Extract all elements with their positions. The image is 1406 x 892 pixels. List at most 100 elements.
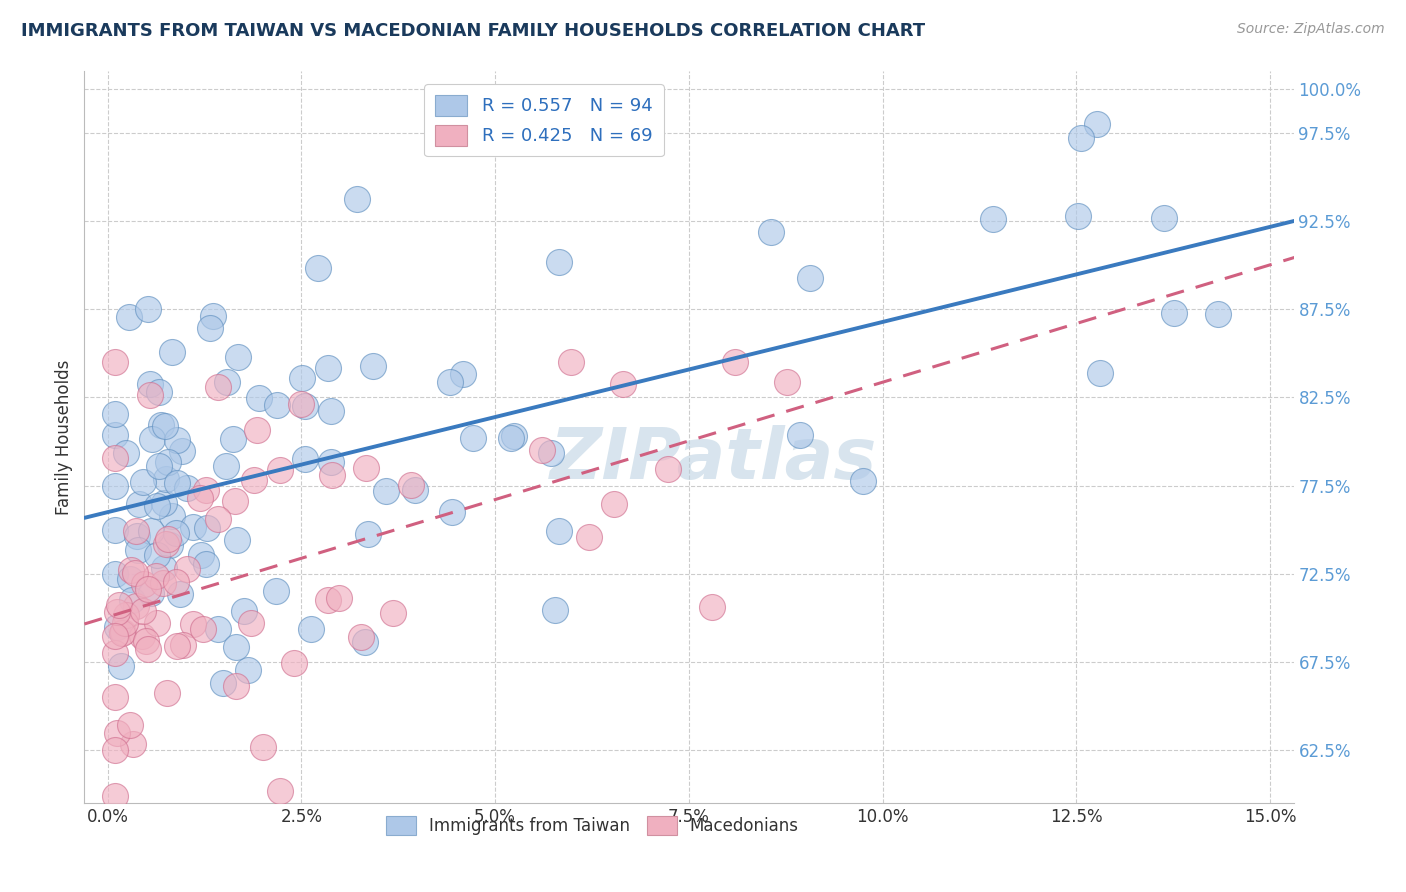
Point <box>145 569 167 583</box>
Point <box>176 562 198 576</box>
Point <box>132 576 155 591</box>
Y-axis label: Family Households: Family Households <box>55 359 73 515</box>
Point <box>1067 209 1090 223</box>
Point <box>350 630 373 644</box>
Point <box>115 607 138 622</box>
Point <box>316 593 339 607</box>
Point <box>127 543 149 558</box>
Point <box>789 427 811 442</box>
Point <box>170 443 193 458</box>
Point <box>108 598 131 612</box>
Point <box>657 462 679 476</box>
Point <box>141 432 163 446</box>
Text: ZIPatlas: ZIPatlas <box>550 425 877 493</box>
Point <box>319 403 342 417</box>
Point <box>578 530 600 544</box>
Point <box>121 592 143 607</box>
Point <box>166 433 188 447</box>
Point <box>131 475 153 489</box>
Point <box>252 739 274 754</box>
Point <box>503 429 526 443</box>
Point <box>125 529 148 543</box>
Point <box>799 270 821 285</box>
Point <box>1208 307 1230 321</box>
Point <box>190 548 212 562</box>
Point <box>207 380 229 394</box>
Point <box>461 431 484 445</box>
Point <box>104 629 127 643</box>
Point <box>139 388 162 402</box>
Point <box>139 524 162 539</box>
Point <box>852 474 875 488</box>
Point <box>104 690 127 704</box>
Point <box>269 784 291 798</box>
Point <box>110 659 132 673</box>
Point <box>136 642 159 657</box>
Point <box>1153 211 1175 225</box>
Point <box>121 738 143 752</box>
Point <box>176 481 198 495</box>
Point <box>152 560 174 574</box>
Point <box>246 423 269 437</box>
Point <box>776 375 799 389</box>
Point <box>159 538 181 552</box>
Legend: Immigrants from Taiwan, Macedonians: Immigrants from Taiwan, Macedonians <box>378 809 806 842</box>
Point <box>264 583 287 598</box>
Point <box>540 446 562 460</box>
Point <box>194 557 217 571</box>
Point <box>156 532 179 546</box>
Point <box>146 615 169 630</box>
Point <box>294 399 316 413</box>
Point <box>148 384 170 399</box>
Text: IMMIGRANTS FROM TAIWAN VS MACEDONIAN FAMILY HOUSEHOLDS CORRELATION CHART: IMMIGRANTS FROM TAIWAN VS MACEDONIAN FAM… <box>21 22 925 40</box>
Point <box>357 527 380 541</box>
Point <box>104 427 127 442</box>
Point <box>114 615 136 630</box>
Point <box>136 301 159 316</box>
Point <box>404 483 426 497</box>
Point <box>162 508 184 523</box>
Point <box>215 459 238 474</box>
Point <box>294 451 316 466</box>
Point <box>232 604 254 618</box>
Point <box>217 375 239 389</box>
Point <box>200 321 222 335</box>
Point <box>111 626 134 640</box>
Point <box>105 726 128 740</box>
Point <box>153 419 176 434</box>
Point <box>240 615 263 630</box>
Point <box>290 370 312 384</box>
Point <box>105 605 128 619</box>
Point <box>224 494 246 508</box>
Point <box>441 505 464 519</box>
Point <box>243 473 266 487</box>
Point <box>165 575 187 590</box>
Point <box>501 431 523 445</box>
Point <box>104 479 127 493</box>
Point <box>439 375 461 389</box>
Point <box>111 624 134 639</box>
Point <box>612 376 634 391</box>
Point <box>981 212 1004 227</box>
Point <box>211 675 233 690</box>
Point <box>146 500 169 514</box>
Point <box>105 620 128 634</box>
Point <box>207 512 229 526</box>
Point <box>290 397 312 411</box>
Point <box>328 591 350 605</box>
Point <box>560 355 582 369</box>
Point <box>152 576 174 591</box>
Point <box>354 461 377 475</box>
Point <box>118 572 141 586</box>
Point <box>548 524 571 539</box>
Point <box>120 563 142 577</box>
Point <box>155 472 177 486</box>
Point <box>166 476 188 491</box>
Point <box>451 367 474 381</box>
Point <box>375 483 398 498</box>
Point <box>700 599 723 614</box>
Point <box>266 398 288 412</box>
Point <box>544 603 567 617</box>
Point <box>194 483 217 497</box>
Point <box>603 497 626 511</box>
